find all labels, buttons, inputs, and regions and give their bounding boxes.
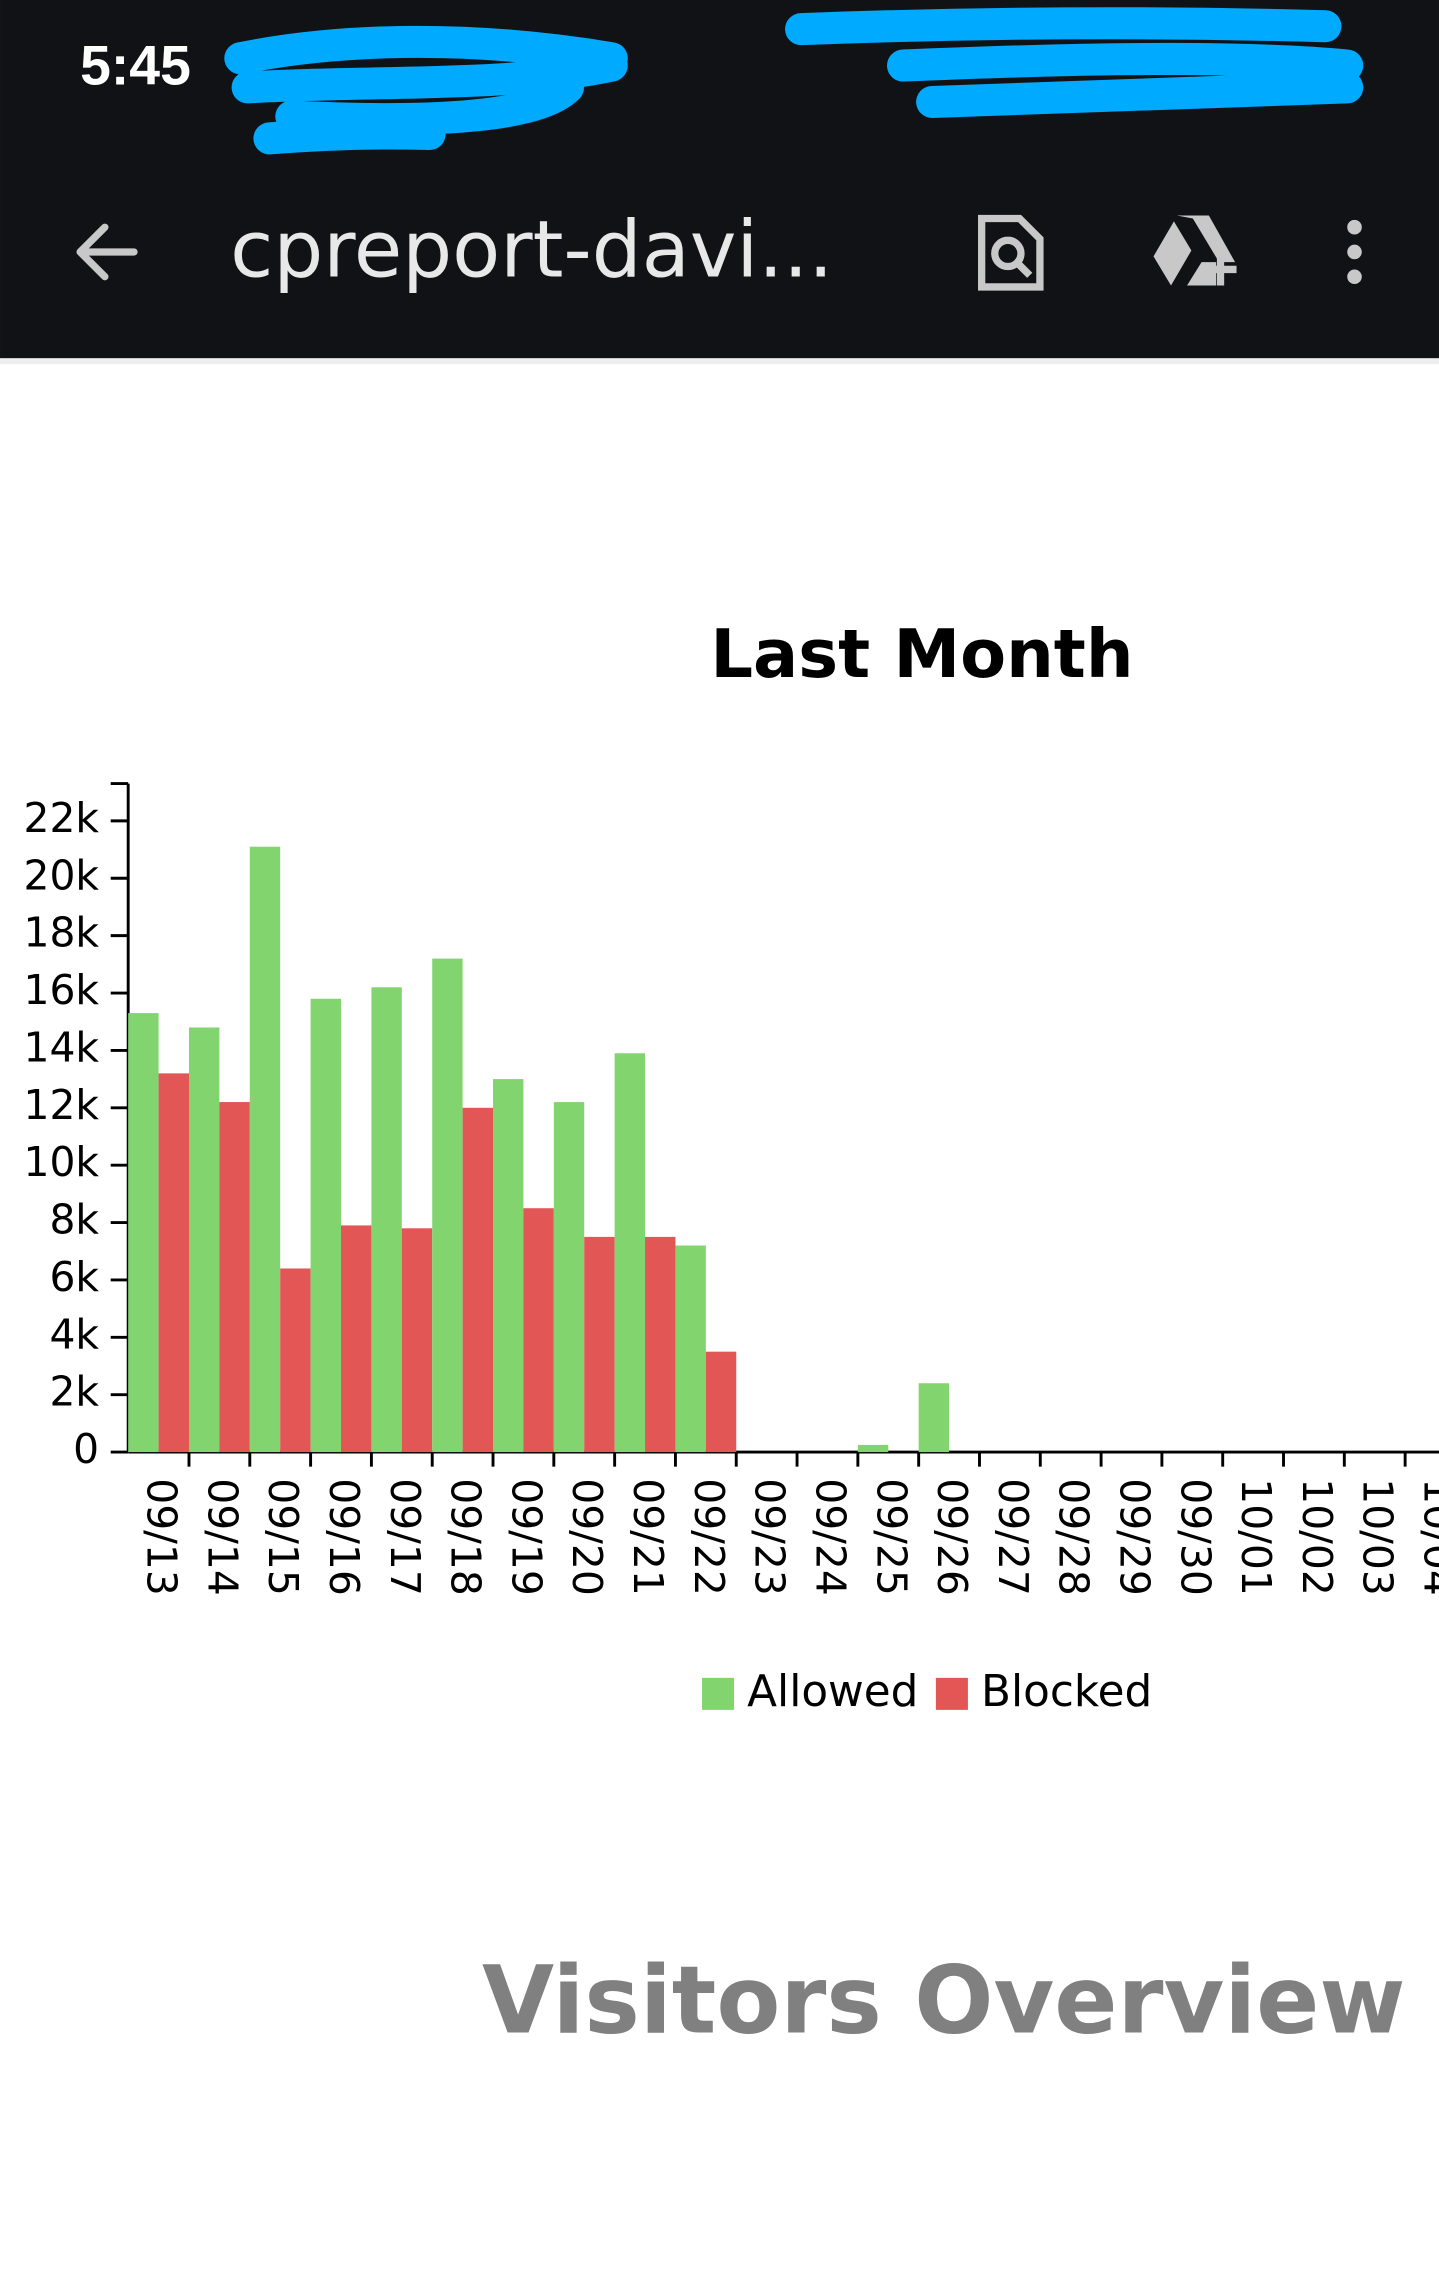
section-heading: Visitors Overview <box>482 1945 1406 2054</box>
x-tick-label: 10/02 <box>1293 1478 1341 1595</box>
x-tick-label: 09/25 <box>867 1478 915 1595</box>
x-tick-label: 09/30 <box>1171 1478 1219 1595</box>
y-tick-label: 10k <box>24 1138 100 1186</box>
legend-swatch <box>935 1677 968 1710</box>
x-tick-label: 09/16 <box>320 1478 368 1595</box>
y-tick-label: 8k <box>50 1196 100 1244</box>
x-tick-label: 09/23 <box>746 1478 794 1595</box>
x-tick-label: 09/18 <box>442 1478 490 1595</box>
bar <box>614 1053 646 1453</box>
bar <box>128 1013 159 1453</box>
redaction <box>224 7 1364 155</box>
y-tick-label: 4k <box>50 1310 100 1358</box>
legend-label: Blocked <box>981 1666 1152 1717</box>
find-in-page-button[interactable] <box>978 214 1044 291</box>
x-tick-label: 09/20 <box>563 1478 611 1595</box>
x-tick-label: 09/24 <box>806 1478 854 1595</box>
bar <box>280 1268 311 1453</box>
y-tick-label: 6k <box>50 1253 100 1301</box>
y-tick-label: 22k <box>24 794 100 842</box>
chart: 0 2k 4k 6k 8k 10k 12k 14k 16k 18k 20k 22k 09/13 09/14… <box>24 782 1439 1717</box>
x-tick-label: 09/26 <box>928 1478 976 1595</box>
x-tick-label: 09/22 <box>685 1478 733 1595</box>
bar <box>249 846 281 1453</box>
bar <box>219 1102 250 1453</box>
x-tick-label: 09/13 <box>138 1478 186 1595</box>
chart-title: Last Month <box>710 615 1133 693</box>
drive-button[interactable] <box>1153 215 1237 286</box>
status-time: 5:45 <box>80 35 191 97</box>
x-tick-label: 09/15 <box>259 1478 307 1595</box>
x-tick-label: 10/01 <box>1232 1478 1280 1595</box>
bar <box>371 987 402 1453</box>
bar <box>584 1236 615 1453</box>
x-tick-label: 09/28 <box>1050 1478 1098 1595</box>
y-tick-label: 14k <box>24 1023 100 1071</box>
bar <box>493 1079 524 1453</box>
bar <box>553 1102 585 1453</box>
bar <box>857 1444 889 1453</box>
x-tick-label: 09/14 <box>198 1478 246 1595</box>
x-tick-label: 09/29 <box>1110 1478 1158 1595</box>
more-button[interactable] <box>1347 219 1362 285</box>
bar <box>188 1027 220 1453</box>
bar <box>705 1351 737 1453</box>
legend-swatch <box>702 1677 735 1710</box>
x-tick-label: 09/17 <box>381 1478 429 1595</box>
x-tick-label: 09/27 <box>989 1478 1037 1595</box>
bar <box>675 1245 706 1453</box>
bar <box>310 998 342 1453</box>
bar <box>432 958 463 1453</box>
toolbar-title: cpreport-davi... <box>230 203 833 295</box>
bar <box>645 1236 676 1453</box>
y-tick-label: 0 <box>73 1425 99 1473</box>
y-tick-label: 18k <box>24 909 100 957</box>
bar <box>341 1225 372 1453</box>
x-tick-label: 10/03 <box>1354 1478 1402 1595</box>
y-tick-label: 20k <box>24 851 100 899</box>
toolbar-shadow <box>0 358 1439 365</box>
y-tick-label: 12k <box>24 1081 100 1129</box>
legend-label: Allowed <box>747 1666 918 1717</box>
y-tick-label: 2k <box>50 1368 100 1416</box>
x-tick-label: 10/04 <box>1415 1478 1439 1595</box>
bar <box>523 1208 554 1453</box>
bar <box>462 1107 494 1453</box>
bar <box>401 1228 433 1453</box>
bar <box>918 1383 950 1453</box>
x-tick-label: 09/21 <box>624 1478 672 1595</box>
y-tick-label: 16k <box>24 966 100 1014</box>
x-tick-label: 09/19 <box>502 1478 550 1595</box>
back-button[interactable] <box>76 223 138 281</box>
bar <box>158 1073 189 1453</box>
